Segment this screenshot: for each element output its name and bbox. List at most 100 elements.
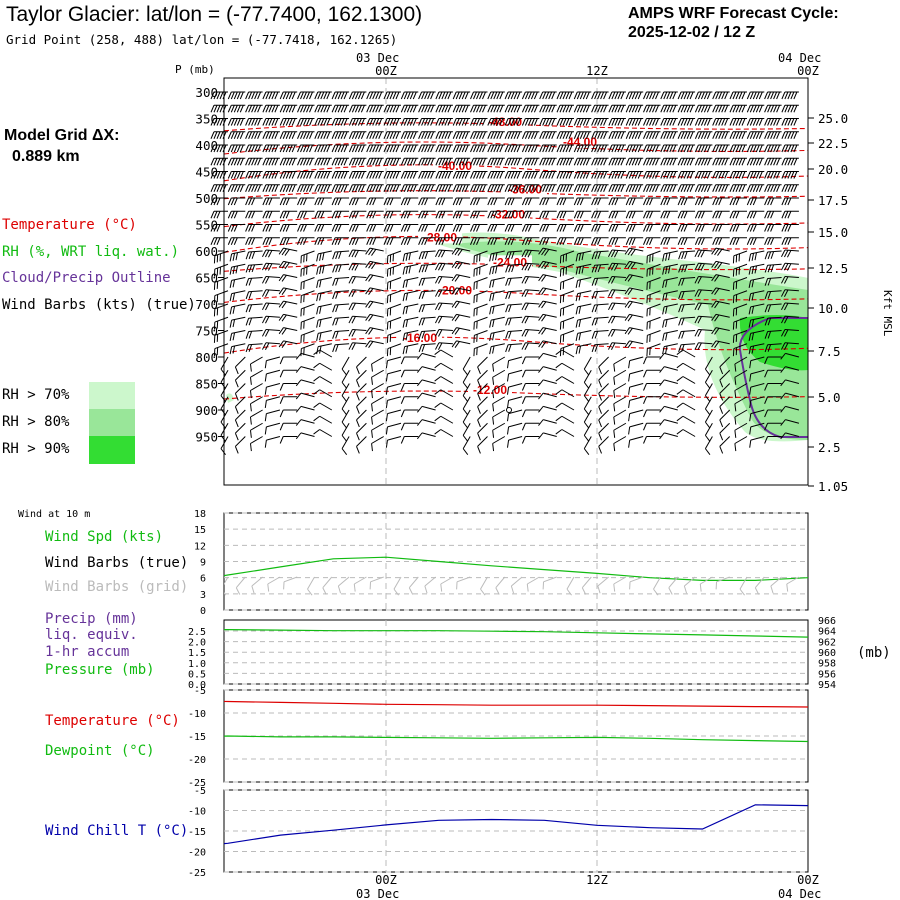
upper-barb-11-18 bbox=[521, 237, 540, 245]
upper-barb-3-9-flag-1 bbox=[369, 131, 374, 139]
upper-barb-7-9-flag-3 bbox=[375, 184, 380, 192]
upper-barb-4-17-flag-1 bbox=[507, 144, 512, 153]
upper-barb-2-23-flag-4 bbox=[620, 118, 625, 126]
upper-barb-6-9-flag-0 bbox=[366, 171, 371, 179]
upper-barb-9-10-flag-1 bbox=[386, 211, 391, 219]
isotherm-line-8 bbox=[223, 336, 809, 354]
upper-barb-3-2-flag-3 bbox=[254, 131, 259, 139]
upper-barb-7-4-flag-2 bbox=[285, 184, 290, 192]
upper-barb-2-16-flag-4 bbox=[499, 118, 504, 126]
upper-barb-3-25 bbox=[643, 131, 661, 139]
upper-barb-3-1 bbox=[227, 131, 246, 139]
windchill-panel-ytick-0: -5 bbox=[194, 786, 206, 797]
upper-barb-6-26-flag-1 bbox=[663, 171, 668, 179]
upper-barb-6-24-flag-2 bbox=[631, 171, 636, 179]
upper-barb-7-14-flag-1 bbox=[455, 184, 460, 192]
upper-barb-0-18-flag-3 bbox=[530, 91, 535, 100]
upper-barb-6-4 bbox=[279, 171, 298, 179]
upper-barb-0-12-flag-1 bbox=[421, 91, 426, 100]
upper-barb-4-31-flag-2 bbox=[752, 144, 757, 153]
bottom-tick-00z-end: 00Z bbox=[797, 873, 819, 887]
upper-barb-0-27-flag-3 bbox=[686, 91, 691, 100]
upper-barb-1-5-flag-0 bbox=[297, 105, 301, 113]
upper-barb-0-29 bbox=[712, 91, 730, 100]
upper-barb-4-21-flag-1 bbox=[576, 144, 581, 153]
upper-barb-2-33 bbox=[781, 118, 799, 126]
upper-barb-10-15-flag-1 bbox=[473, 224, 477, 232]
upper-barb-0-19-flag-1 bbox=[542, 91, 547, 100]
upper-barb-8-12-flag-1 bbox=[421, 197, 426, 206]
upper-barb-5-10-flag-2 bbox=[389, 158, 394, 166]
upper-barb-5-17 bbox=[504, 157, 523, 166]
upper-barb-3-1-flag-3 bbox=[236, 131, 241, 139]
upper-barb-6-5-flag-4 bbox=[309, 171, 313, 179]
upper-barb-8-11-flag-2 bbox=[406, 197, 411, 206]
upper-barb-4-1-flag-1 bbox=[230, 144, 235, 153]
upper-barb-8-11-flag-0 bbox=[400, 197, 405, 206]
upper-barb-1-3 bbox=[262, 104, 280, 113]
upper-barb-2-29-flag-4 bbox=[724, 118, 729, 126]
upper-barb-6-9-flag-1 bbox=[369, 171, 374, 179]
upper-barb-3-27-flag-1 bbox=[680, 131, 685, 139]
upper-barb-4-20-flag-4 bbox=[568, 144, 573, 153]
upper-barb-9-11-flag-2 bbox=[406, 211, 411, 219]
pressure-tick-850: 850 bbox=[195, 377, 218, 392]
upper-barb-9-19 bbox=[539, 210, 557, 219]
upper-barb-1-16-flag-4 bbox=[499, 105, 504, 113]
upper-barb-11-3-flag-2 bbox=[268, 237, 273, 245]
upper-barb-8-8-flag-0 bbox=[348, 197, 353, 206]
upper-barb-5-7-flag-3 bbox=[340, 158, 345, 166]
upper-barb-0-8 bbox=[348, 91, 367, 100]
upper-barb-1-20-flag-1 bbox=[559, 105, 564, 113]
legend-dewpoint: Dewpoint (°C) bbox=[45, 743, 155, 759]
upper-barb-4-26 bbox=[660, 144, 678, 153]
upper-barb-5-27-flag-0 bbox=[677, 158, 682, 166]
upper-barb-1-30-flag-1 bbox=[732, 105, 737, 113]
upper-barb-1-19-flag-4 bbox=[551, 105, 556, 113]
upper-barb-4-30 bbox=[729, 144, 747, 153]
upper-barb-10-0-flag-1 bbox=[213, 224, 218, 232]
upper-barb-3-33-flag-3 bbox=[790, 131, 795, 139]
upper-barb-3-6-flag-2 bbox=[320, 131, 325, 139]
upper-barb-7-4-flag-3 bbox=[288, 184, 293, 192]
upper-barb-9-9-flag-0 bbox=[366, 211, 371, 219]
upper-barb-1-2-flag-3 bbox=[254, 105, 259, 113]
upper-barb-5-29-flag-0 bbox=[712, 158, 717, 166]
upper-barb-11-16-flag-1 bbox=[490, 237, 495, 245]
upper-barb-0-15-flag-3 bbox=[479, 91, 483, 100]
upper-barb-4-15-flag-3 bbox=[479, 144, 483, 153]
upper-barb-3-6-flag-1 bbox=[317, 131, 322, 139]
upper-barb-2-12-flag-3 bbox=[427, 118, 432, 126]
upper-barb-3-30 bbox=[729, 131, 747, 139]
upper-barb-9-14-flag-1 bbox=[455, 211, 460, 219]
upper-barb-9-27-flag-0 bbox=[677, 211, 682, 219]
upper-barb-9-33-flag-0 bbox=[781, 211, 786, 219]
upper-barb-6-27-flag-4 bbox=[689, 171, 694, 179]
upper-barb-9-13-flag-1 bbox=[438, 211, 443, 219]
upper-barb-0-18-flag-2 bbox=[527, 91, 532, 100]
upper-barb-5-19-flag-4 bbox=[551, 158, 556, 166]
upper-barb-10-8-flag-2 bbox=[354, 224, 359, 232]
upper-barb-0-28 bbox=[694, 91, 713, 100]
upper-barb-10-13 bbox=[435, 224, 453, 232]
upper-barb-7-25-flag-2 bbox=[649, 184, 653, 192]
upper-barb-9-31-flag-1 bbox=[749, 211, 754, 219]
upper-barb-4-20-flag-2 bbox=[562, 144, 567, 153]
upper-barb-6-23-flag-3 bbox=[617, 171, 622, 179]
upper-barb-7-20-flag-1 bbox=[559, 184, 564, 192]
isotherm-label-4: -32.00 bbox=[491, 208, 525, 222]
upper-barb-6-21-flag-3 bbox=[582, 171, 587, 179]
upper-barb-7-6 bbox=[314, 184, 332, 192]
upper-barb-8-28-flag-0 bbox=[694, 197, 699, 206]
upper-barb-9-27-flag-2 bbox=[683, 211, 688, 219]
upper-barb-5-27-flag-4 bbox=[689, 158, 694, 166]
upper-barb-9-32-flag-2 bbox=[770, 211, 775, 219]
upper-barb-1-26-flag-0 bbox=[660, 105, 665, 113]
upper-barb-1-25-flag-0 bbox=[643, 105, 647, 113]
upper-barb-4-17 bbox=[504, 144, 523, 153]
upper-barb-1-6-flag-4 bbox=[326, 105, 331, 113]
upper-barb-7-7-flag-0 bbox=[331, 184, 336, 192]
upper-barb-10-16-flag-0 bbox=[487, 224, 492, 232]
upper-barb-6-24-flag-4 bbox=[637, 171, 642, 179]
upper-barb-1-26-flag-4 bbox=[672, 105, 677, 113]
